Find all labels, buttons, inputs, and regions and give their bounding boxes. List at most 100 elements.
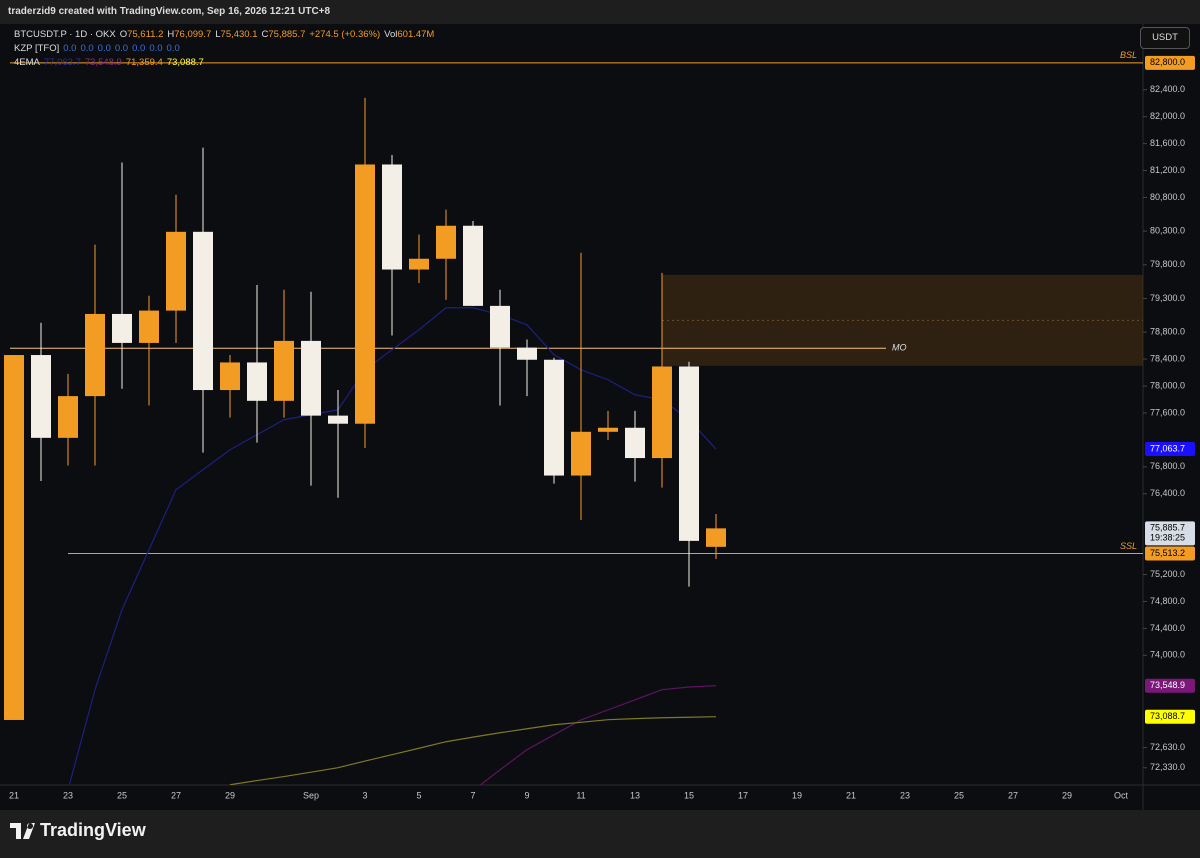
x-tick-label: 25 bbox=[117, 790, 127, 800]
x-tick-label: 13 bbox=[630, 790, 640, 800]
ohlc-value: 76,099.7 bbox=[174, 29, 212, 40]
x-tick-label: 21 bbox=[9, 790, 19, 800]
y-tick-label: 80,800.0 bbox=[1150, 192, 1185, 202]
candle-body bbox=[571, 431, 591, 476]
y-tick-label: 82,000.0 bbox=[1150, 111, 1185, 121]
x-tick-label: 7 bbox=[470, 790, 475, 800]
level-price-bg bbox=[1145, 55, 1195, 70]
logo-icon bbox=[10, 822, 35, 839]
candle-body bbox=[436, 225, 456, 259]
y-tick-label: 77,600.0 bbox=[1150, 407, 1185, 417]
level-name: SSL bbox=[1120, 541, 1137, 551]
x-tick-label: 23 bbox=[63, 790, 73, 800]
x-tick-label: 11 bbox=[576, 790, 585, 800]
ohlc-key: H bbox=[167, 29, 175, 40]
legend-kzp: KZP [TFO] 0.0 0.0 0.0 0.0 0.0 0.0 0.0 bbox=[14, 43, 184, 54]
x-tick-label: 23 bbox=[900, 790, 910, 800]
y-tick-label: 78,800.0 bbox=[1150, 327, 1185, 337]
x-tick-label: 17 bbox=[738, 790, 748, 800]
indicator-value: 73,548.9 bbox=[84, 57, 122, 68]
ema-line bbox=[229, 716, 717, 785]
y-tick-label: 81,200.0 bbox=[1150, 165, 1185, 175]
x-tick-label: 9 bbox=[524, 790, 529, 800]
price-label-bg bbox=[1145, 521, 1195, 546]
y-tick-label: 80,300.0 bbox=[1150, 226, 1185, 236]
x-tick-label: 27 bbox=[171, 790, 181, 800]
y-tick-label: 79,800.0 bbox=[1150, 259, 1185, 269]
price-label-bg bbox=[1145, 709, 1195, 724]
price-label-bg bbox=[1145, 678, 1195, 693]
price-label: 73,548.9 bbox=[1150, 680, 1185, 690]
legend-ema: 4EMA 77,063.7 73,548.9 71,359.4 73,088.7 bbox=[14, 57, 208, 68]
level-name: MO bbox=[892, 343, 907, 353]
candle-body bbox=[193, 231, 213, 391]
candle-body bbox=[679, 366, 699, 541]
x-tick-label: 5 bbox=[416, 790, 421, 800]
x-tick-label: 15 bbox=[684, 790, 694, 800]
y-tick-label: 74,800.0 bbox=[1150, 596, 1185, 606]
x-tick-label: Sep bbox=[303, 790, 319, 800]
x-tick-label: 25 bbox=[954, 790, 964, 800]
legend-symbol: BTCUSDT.P · 1D · OKX O75,611.2 H76,099.7 L7… bbox=[14, 29, 438, 40]
indicator-value: 0.0 bbox=[166, 43, 180, 54]
indicator-value: 0.0 bbox=[114, 43, 129, 54]
candle-body bbox=[301, 340, 321, 416]
candle-body bbox=[355, 164, 375, 424]
level-name: BSL bbox=[1120, 50, 1137, 60]
candle-body bbox=[409, 258, 429, 270]
candle-body bbox=[58, 396, 78, 438]
price-label-bg bbox=[1145, 442, 1195, 457]
indicator-name: KZP [TFO] bbox=[14, 43, 60, 54]
x-tick-label: 21 bbox=[846, 790, 856, 800]
indicator-value: 0.0 bbox=[97, 43, 111, 54]
ohlc-value: 75,430.1 bbox=[220, 29, 258, 40]
y-tick-label: 76,400.0 bbox=[1150, 488, 1185, 498]
x-tick-label: 27 bbox=[1008, 790, 1018, 800]
change: +274.5 (+0.36%) bbox=[309, 29, 381, 40]
y-tick-label: 72,630.0 bbox=[1150, 742, 1185, 752]
indicator-value: 71,359.4 bbox=[125, 57, 163, 68]
ohlc-key: O bbox=[119, 29, 128, 40]
x-tick-label: 29 bbox=[225, 790, 235, 800]
y-tick-label: 79,300.0 bbox=[1150, 293, 1185, 303]
candle-body bbox=[490, 305, 510, 348]
y-tick-label: 81,600.0 bbox=[1150, 138, 1185, 148]
currency-button[interactable]: USDT bbox=[1140, 27, 1190, 49]
indicator-value: 0.0 bbox=[63, 43, 77, 54]
y-tick-label: 78,400.0 bbox=[1150, 353, 1185, 363]
x-tick-label: 19 bbox=[792, 790, 802, 800]
candle-body bbox=[652, 366, 672, 459]
candle-body bbox=[139, 310, 159, 343]
candle-body bbox=[598, 427, 618, 432]
candle-body bbox=[517, 347, 537, 360]
candle-body bbox=[463, 225, 483, 306]
candle-body bbox=[706, 528, 726, 547]
indicator-value: 0.0 bbox=[132, 43, 146, 54]
candle-body bbox=[247, 362, 267, 401]
indicator-value: 0.0 bbox=[80, 43, 94, 54]
ema-line bbox=[479, 685, 717, 785]
price-label: 75,885.7 bbox=[1150, 523, 1185, 533]
volume-value: 601.47M bbox=[397, 29, 435, 40]
footer-logo: TradingView bbox=[10, 820, 146, 841]
symbol: BTCUSDT.P · 1D · OKX bbox=[14, 29, 116, 40]
axes: 82,400.0 82,000.0 81,600.0 81,200.0 80,800.0… bbox=[9, 50, 1195, 800]
chart-background bbox=[0, 24, 1200, 810]
indicator-name: 4EMA bbox=[14, 57, 40, 68]
y-tick-label: 75,200.0 bbox=[1150, 569, 1185, 579]
y-tick-label: 74,400.0 bbox=[1150, 623, 1185, 633]
x-tick-label: 29 bbox=[1062, 790, 1072, 800]
indicator-value: 0.0 bbox=[149, 43, 163, 54]
candle-body bbox=[274, 340, 294, 401]
candle-body bbox=[112, 313, 132, 343]
y-tick-label: 76,800.0 bbox=[1150, 461, 1185, 471]
price-label: 77,063.7 bbox=[1150, 443, 1185, 453]
y-tick-label: 72,330.0 bbox=[1150, 762, 1185, 772]
candle-body bbox=[166, 231, 186, 311]
brand: TradingView bbox=[40, 820, 146, 840]
candle-body bbox=[544, 359, 564, 476]
x-tick-label: Oct bbox=[1114, 790, 1129, 800]
volume-key: Vol bbox=[384, 29, 398, 40]
ohlc-key: L bbox=[215, 29, 221, 40]
